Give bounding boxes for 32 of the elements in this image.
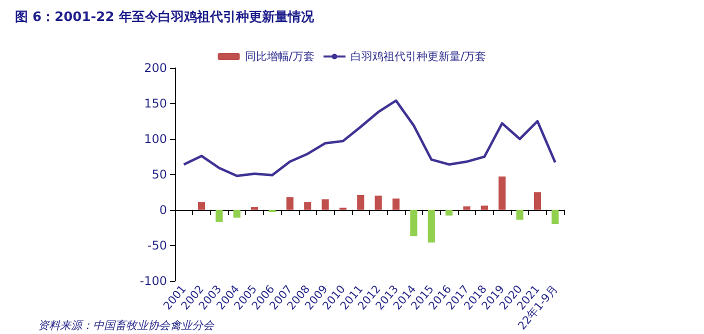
bar: [428, 210, 435, 243]
bar: [216, 210, 223, 222]
bar: [480, 206, 488, 210]
bar: [304, 202, 312, 210]
bar: [268, 210, 276, 212]
bar: [516, 210, 524, 220]
y-tick-label: 0: [159, 202, 167, 217]
bar: [534, 192, 542, 210]
y-tick-label: 200: [144, 61, 167, 75]
bar: [392, 198, 400, 210]
y-tick-label: 100: [144, 132, 167, 146]
bar: [498, 176, 506, 210]
bar: [410, 210, 418, 236]
y-tick-label: 150: [144, 96, 167, 110]
bar: [251, 207, 258, 210]
bar: [357, 194, 364, 210]
bar: [198, 202, 206, 210]
y-tick-label: -100: [140, 274, 167, 288]
bar: [286, 197, 294, 210]
text: 资料来源：中国畜牧业协会禽业分会: [38, 319, 215, 332]
bar: [552, 210, 559, 224]
chart-title: 图 6：2001-22 年至今白羽鸡祖代引种更新量情况: [15, 9, 315, 25]
line-series: [182, 99, 556, 178]
bar: [233, 210, 240, 218]
legend-label: 同比增幅/万套: [244, 50, 315, 63]
bar: [463, 206, 470, 210]
y-tick-label: 50: [152, 167, 167, 182]
y-tick-label: -50: [147, 238, 167, 252]
bar: [446, 210, 453, 216]
legend-label: 白羽鸡祖代引种更新量/万套: [350, 50, 486, 63]
bar: [322, 199, 329, 210]
bar: [374, 196, 382, 210]
